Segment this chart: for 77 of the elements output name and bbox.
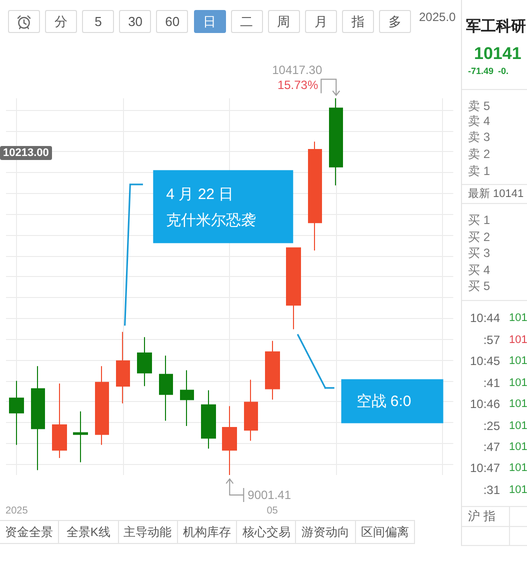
annotation: 4 月 22 日: [166, 184, 234, 204]
text: 9001.41: [248, 488, 292, 502]
text: 10417.30: [272, 62, 322, 78]
annotation: 10213.00: [0, 146, 52, 160]
candlestick: [159, 355, 173, 422]
text: 多: [379, 10, 411, 33]
text: 10:45: [470, 354, 500, 368]
text: 全景K线: [66, 525, 110, 540]
candlestick: [244, 379, 258, 442]
text: -0.: [498, 66, 509, 76]
text: 买 4: [468, 262, 490, 278]
x-tick-label: 2025: [6, 506, 28, 516]
candlestick: [9, 380, 24, 446]
text: 买 1: [468, 212, 490, 228]
text: 主导动能: [124, 525, 172, 540]
candlestick: [265, 340, 280, 400]
text: 10:46: [470, 396, 500, 412]
text: 30: [119, 10, 152, 33]
text: 卖 2: [468, 146, 490, 162]
text: 资金全景: [5, 525, 54, 540]
candlestick: [95, 366, 109, 446]
text: 军工科研: [466, 16, 526, 36]
text: :31: [483, 482, 500, 498]
candlestick: [73, 410, 88, 463]
candlestick: [329, 98, 343, 186]
text: 10:47: [470, 460, 500, 476]
text: 卖 3: [468, 130, 490, 144]
text: 买 3: [468, 246, 490, 260]
text: 101: [509, 419, 527, 433]
candlestick: [222, 406, 237, 476]
annotation: 空战 6:0: [356, 392, 412, 411]
text: 101: [509, 483, 527, 497]
candlestick: [201, 390, 216, 450]
text: 101: [509, 397, 527, 411]
text: 核心交易: [242, 525, 290, 540]
text: 2025.0: [419, 10, 456, 24]
text: 60: [156, 10, 188, 33]
text: 二: [230, 10, 263, 33]
text: 沪 指: [468, 508, 496, 524]
text: 15.73%: [277, 78, 318, 93]
text: 101: [509, 461, 527, 475]
candlestick: [116, 331, 130, 404]
text: 101: [509, 333, 527, 347]
annotation: 克什米尔恐袭: [166, 210, 256, 230]
text: 分: [45, 10, 78, 33]
text: 买 5: [468, 278, 490, 294]
text: :25: [483, 418, 500, 434]
text: 卖 5: [468, 98, 490, 114]
text: 游资动向: [302, 525, 350, 540]
text: -71.49: [468, 66, 494, 76]
text: 区间偏离: [360, 525, 409, 540]
text: 周: [268, 10, 300, 33]
candlestick: [180, 370, 194, 427]
candlestick: [52, 382, 67, 459]
text: 101: [509, 354, 527, 368]
text: 月: [304, 10, 337, 33]
text: 10:44: [470, 310, 500, 326]
text: 指: [342, 10, 374, 33]
text: :41: [483, 376, 500, 390]
candlestick: [286, 247, 301, 330]
candlestick: [137, 336, 152, 387]
text: 卖 1: [468, 164, 490, 178]
text: 卖 4: [468, 114, 490, 128]
text: 机构库存: [182, 525, 231, 540]
text: 101: [509, 376, 527, 390]
candlestick: [31, 366, 45, 471]
candlestick: [308, 141, 322, 251]
text: 最新 10141: [468, 187, 524, 201]
text: :57: [483, 332, 500, 348]
text: 买 2: [468, 230, 490, 244]
x-tick-label: 05: [266, 506, 278, 516]
text: :47: [483, 440, 500, 454]
text: 5: [82, 10, 114, 33]
text: 101: [509, 311, 527, 325]
text: 日: [194, 10, 226, 33]
text: 10141: [474, 42, 522, 64]
text: 101: [509, 440, 527, 454]
